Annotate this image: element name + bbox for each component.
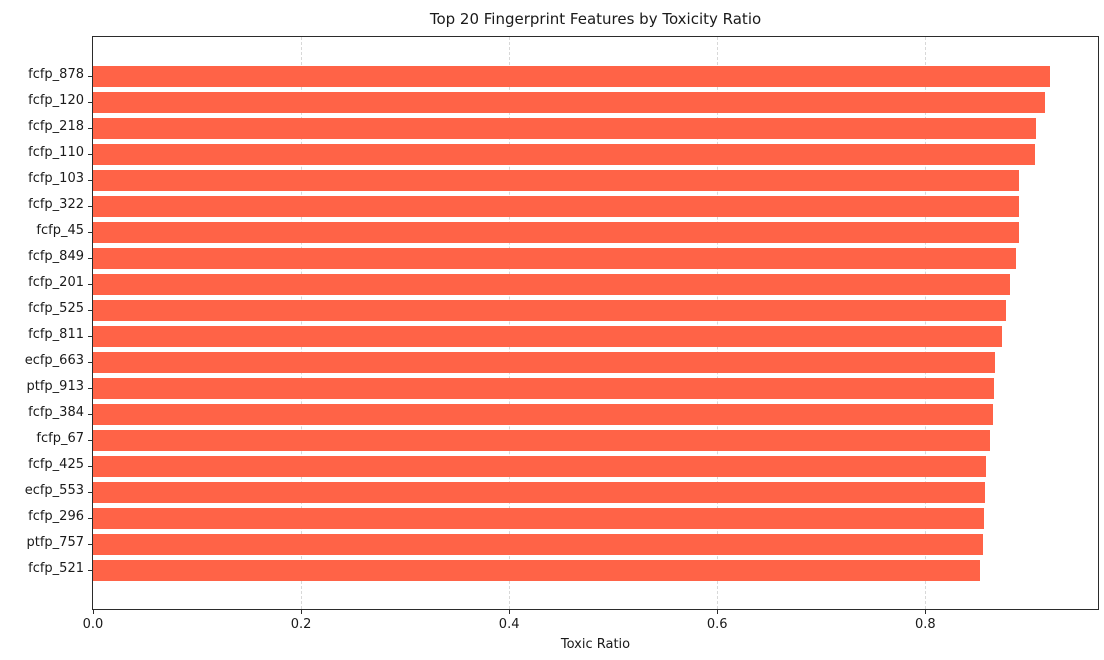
y-tick-label-fcfp_103: fcfp_103 bbox=[28, 171, 84, 186]
x-tick-mark-0.2 bbox=[301, 610, 303, 614]
bar-fcfp_110 bbox=[93, 143, 1035, 165]
y-tick-label-fcfp_811: fcfp_811 bbox=[28, 327, 84, 342]
bar-ecfp_553 bbox=[93, 481, 985, 503]
y-tick-label-fcfp_322: fcfp_322 bbox=[28, 197, 84, 212]
y-tick-mark-fcfp_296 bbox=[88, 518, 92, 519]
y-tick-label-ptfp_913: ptfp_913 bbox=[26, 379, 85, 394]
y-tick-label-fcfp_425: fcfp_425 bbox=[28, 457, 84, 472]
x-tick-label-0.8: 0.8 bbox=[914, 617, 936, 632]
y-tick-mark-fcfp_521 bbox=[88, 570, 92, 571]
y-tick-mark-fcfp_218 bbox=[88, 128, 92, 129]
bar-fcfp_218 bbox=[93, 117, 1036, 139]
bar-fcfp_849 bbox=[93, 247, 1016, 269]
y-tick-label-fcfp_45: fcfp_45 bbox=[36, 223, 84, 238]
bar-fcfp_45 bbox=[93, 221, 1019, 243]
gridline-x-0.8 bbox=[925, 37, 927, 609]
y-tick-label-ptfp_757: ptfp_757 bbox=[26, 535, 85, 550]
y-tick-label-fcfp_384: fcfp_384 bbox=[28, 405, 84, 420]
chart-title: Top 20 Fingerprint Features by Toxicity … bbox=[429, 10, 762, 28]
bar-fcfp_525 bbox=[93, 299, 1007, 321]
x-axis-title: Toxic Ratio bbox=[560, 637, 631, 652]
y-tick-label-fcfp_296: fcfp_296 bbox=[28, 509, 84, 524]
y-tick-mark-ptfp_913 bbox=[88, 388, 92, 389]
y-tick-mark-fcfp_103 bbox=[88, 180, 92, 181]
y-tick-label-fcfp_878: fcfp_878 bbox=[28, 67, 84, 82]
bar-fcfp_67 bbox=[93, 429, 990, 451]
bar-ecfp_663 bbox=[93, 351, 995, 373]
bar-fcfp_296 bbox=[93, 507, 984, 529]
y-tick-mark-fcfp_849 bbox=[88, 258, 92, 259]
gridline-x-0.4 bbox=[509, 37, 511, 609]
x-tick-label-0.4: 0.4 bbox=[498, 617, 520, 632]
x-tick-label-0.6: 0.6 bbox=[706, 617, 728, 632]
bar-fcfp_322 bbox=[93, 195, 1019, 217]
y-tick-label-fcfp_67: fcfp_67 bbox=[36, 431, 84, 446]
gridline-x-0.6 bbox=[717, 37, 719, 609]
x-tick-mark-0.0 bbox=[93, 610, 94, 614]
bar-fcfp_425 bbox=[93, 455, 986, 477]
bar-fcfp_878 bbox=[93, 65, 1051, 87]
bar-fcfp_811 bbox=[93, 325, 1003, 347]
bar-fcfp_384 bbox=[93, 403, 993, 425]
x-tick-mark-0.6 bbox=[717, 610, 719, 614]
y-tick-mark-fcfp_322 bbox=[88, 206, 92, 207]
y-tick-mark-fcfp_384 bbox=[88, 414, 92, 415]
y-tick-label-fcfp_110: fcfp_110 bbox=[28, 145, 84, 160]
y-tick-label-fcfp_120: fcfp_120 bbox=[28, 93, 84, 108]
y-tick-label-fcfp_521: fcfp_521 bbox=[28, 561, 84, 576]
y-tick-mark-ecfp_553 bbox=[88, 492, 92, 493]
y-tick-label-fcfp_218: fcfp_218 bbox=[28, 119, 84, 134]
y-tick-mark-fcfp_525 bbox=[88, 310, 92, 311]
y-tick-mark-fcfp_811 bbox=[88, 336, 92, 337]
bar-fcfp_120 bbox=[93, 91, 1045, 113]
bar-fcfp_521 bbox=[93, 559, 981, 581]
y-tick-label-ecfp_553: ecfp_553 bbox=[24, 483, 84, 498]
x-tick-mark-0.4 bbox=[509, 610, 511, 614]
bar-ptfp_913 bbox=[93, 377, 994, 399]
y-tick-mark-fcfp_45 bbox=[88, 232, 92, 233]
bar-ptfp_757 bbox=[93, 533, 983, 555]
y-tick-mark-fcfp_878 bbox=[88, 76, 92, 77]
x-tick-mark-0.8 bbox=[925, 610, 927, 614]
y-tick-label-ecfp_663: ecfp_663 bbox=[24, 353, 84, 368]
y-tick-mark-fcfp_110 bbox=[88, 154, 92, 155]
y-tick-mark-ecfp_663 bbox=[88, 362, 92, 363]
x-tick-label-0.0: 0.0 bbox=[82, 617, 104, 632]
y-tick-mark-ptfp_757 bbox=[88, 544, 92, 545]
bar-fcfp_103 bbox=[93, 169, 1019, 191]
x-tick-label-0.2: 0.2 bbox=[290, 617, 312, 632]
y-tick-label-fcfp_849: fcfp_849 bbox=[28, 249, 84, 264]
bar-fcfp_201 bbox=[93, 273, 1010, 295]
y-tick-mark-fcfp_425 bbox=[88, 466, 92, 467]
y-tick-label-fcfp_201: fcfp_201 bbox=[28, 275, 84, 290]
gridline-x-0.2 bbox=[301, 37, 303, 609]
y-tick-label-fcfp_525: fcfp_525 bbox=[28, 301, 84, 316]
y-tick-mark-fcfp_67 bbox=[88, 440, 92, 441]
plot-area bbox=[92, 36, 1099, 610]
y-tick-mark-fcfp_120 bbox=[88, 102, 92, 103]
y-tick-mark-fcfp_201 bbox=[88, 284, 92, 285]
